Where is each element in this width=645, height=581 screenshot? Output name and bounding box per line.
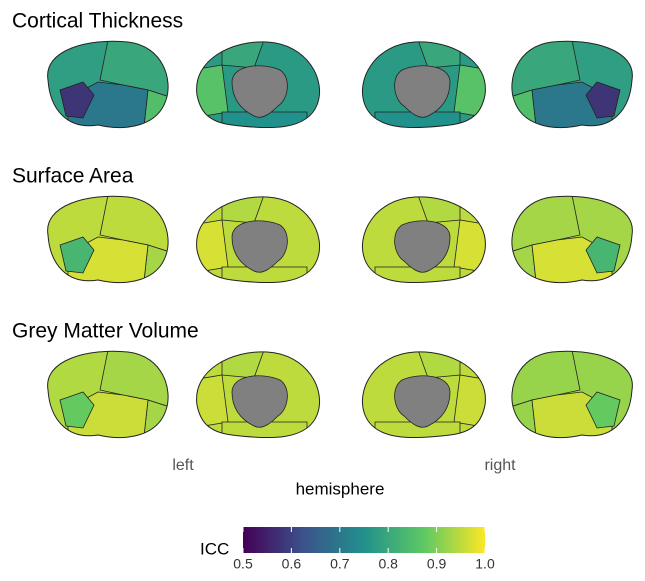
brain-view (511, 40, 633, 128)
brain-region (59, 236, 95, 274)
brain-view (47, 195, 169, 283)
brain-region (585, 81, 621, 119)
medial-wall (231, 65, 288, 118)
brain-regions (47, 41, 169, 128)
x-axis-title: hemisphere (296, 479, 385, 498)
panel-title: Surface Area (12, 165, 134, 188)
colorbar-tick-label: 0.8 (378, 556, 398, 572)
brain-view (361, 196, 486, 284)
brain-region (196, 219, 229, 274)
brain-view (47, 350, 169, 438)
x-label: left (172, 457, 194, 474)
brain-view (196, 351, 321, 439)
brain-view (196, 41, 321, 129)
brain-view (361, 351, 486, 439)
brain-regions (47, 351, 169, 438)
brain-view (361, 41, 486, 129)
x-label: right (484, 457, 516, 474)
brain-outline (196, 351, 321, 439)
brain-outline (511, 40, 633, 128)
brain-outline (47, 195, 169, 283)
colorbar (243, 527, 485, 553)
panel-title: Grey Matter Volume (12, 320, 199, 343)
colorbar-tick-label: 0.9 (427, 556, 447, 572)
brain-outline (361, 41, 486, 129)
medial-wall (231, 220, 288, 273)
colorbar-tick-label: 0.5 (233, 556, 253, 572)
brain-outline (511, 195, 633, 283)
colorbar-tick-label: 0.7 (330, 556, 350, 572)
brain-outline (47, 350, 169, 438)
brain-region (585, 236, 621, 274)
medial-wall (394, 65, 451, 118)
brain-regions (511, 196, 633, 283)
medial-wall (394, 375, 451, 428)
brain-regions (47, 196, 169, 283)
brain-view (511, 350, 633, 438)
brain-outline (511, 350, 633, 438)
brain-view (196, 196, 321, 284)
brain-region (196, 374, 229, 429)
brain-regions (511, 351, 633, 438)
brain-region (59, 391, 95, 429)
brain-region (453, 219, 486, 274)
brain-outline (47, 40, 169, 128)
brain-outline (196, 196, 321, 284)
colorbar-title: ICC (200, 539, 229, 558)
brain-region (196, 64, 229, 119)
colorbar-tick-label: 1.0 (475, 556, 495, 572)
colorbar-tick-label: 0.6 (282, 556, 302, 572)
brain-regions (511, 41, 633, 128)
brain-outline (196, 41, 321, 129)
brain-region (585, 391, 621, 429)
brain-region (453, 374, 486, 429)
brain-view (47, 40, 169, 128)
brain-region (59, 81, 95, 119)
medial-wall (231, 375, 288, 428)
brain-region (453, 64, 486, 119)
brain-view (511, 195, 633, 283)
panel-title: Cortical Thickness (12, 10, 183, 33)
brain-outline (361, 196, 486, 284)
brain-outline (361, 351, 486, 439)
medial-wall (394, 220, 451, 273)
